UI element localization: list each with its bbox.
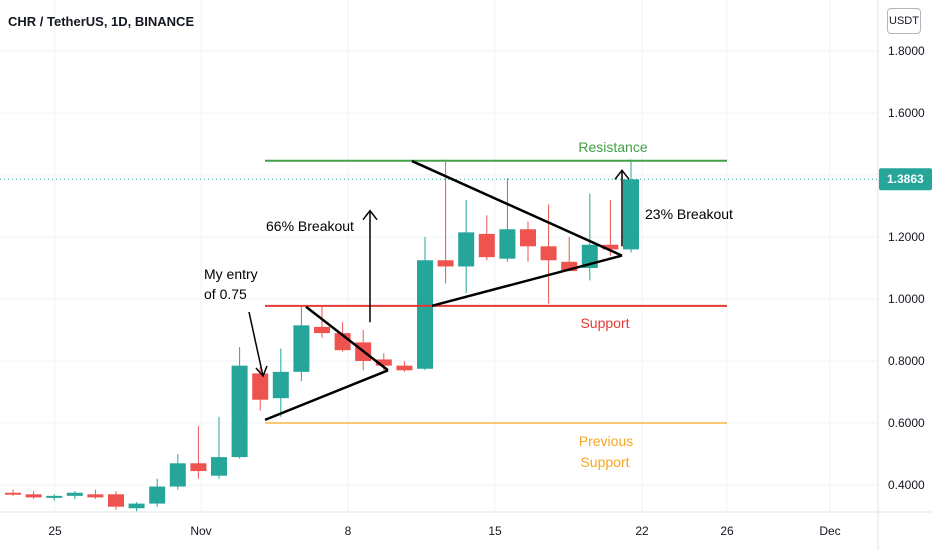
time-tick-label: Nov [190,524,211,538]
candle-body [293,325,310,372]
candle-body [417,260,433,369]
candle-body [478,233,495,258]
triangle-line [411,159,623,257]
time-tick-label: 8 [345,524,352,538]
breakout1-arrow-head [362,209,378,221]
candle-body [272,371,289,399]
candles [5,159,639,512]
previous-support-label-line1: Previous [579,433,633,449]
entry-label-line1: My entry [204,266,258,282]
price-tick-label: 1.6000 [888,106,925,120]
price-axis[interactable]: 1.80001.60001.40001.20001.00000.80000.60… [879,44,932,492]
breakout1-label: 66% Breakout [266,218,354,234]
price-tick-label: 1.2000 [888,230,925,244]
candle-body [231,365,248,458]
drawings [248,159,727,424]
triangle-line [305,305,389,372]
annotation-labels: Resistance Support Previous Support 66% Brea… [204,139,733,470]
entry-arrow-head [255,365,268,378]
candle-body [5,492,21,495]
price-tick-label: 1.8000 [888,44,925,58]
candle-body [520,229,536,247]
candle-body [499,229,516,259]
entry-arrow [248,311,264,377]
candle-body [458,232,475,267]
candle-body [169,463,186,487]
unit-selector[interactable]: USDT [887,8,921,34]
current-price-label: 1.3863 [887,172,924,186]
time-axis[interactable]: 25 Nov 8 15 22 26 Dec [48,524,840,538]
resistance-label: Resistance [578,139,647,155]
price-tick-label: 0.4000 [888,478,925,492]
candle-body [66,492,83,496]
candle-body [46,495,63,498]
current-price-tag [879,168,932,191]
candle-body [396,365,413,371]
candle-body [87,494,104,498]
candle-body [540,246,557,261]
candle-body [623,179,639,250]
candle-body [25,494,42,498]
breakout2-label: 23% Breakout [645,206,733,222]
support-label: Support [580,315,629,331]
time-tick-label: 15 [488,524,502,538]
candle-body [128,503,145,509]
candle-body [108,494,124,507]
time-tick-label: Dec [819,524,840,538]
time-tick-label: 25 [48,524,62,538]
candle-body [561,261,578,272]
price-tick-label: 0.6000 [888,416,925,430]
price-tick-label: 0.8000 [888,354,925,368]
triangle-line [431,254,623,308]
breakout2-arrow-head [614,169,630,180]
chart-title: CHR / TetherUS, 1D, BINANCE [8,14,195,29]
previous-support-label-line2: Support [580,454,629,470]
candle-body [211,457,227,476]
triangle-line [264,369,389,422]
entry-label-line2: of 0.75 [204,286,247,302]
candle-body [314,326,330,334]
candle-body [602,244,619,250]
candle-body [437,260,454,267]
candle-body [252,373,269,400]
candle-body [375,359,392,366]
candle-body [190,463,207,472]
price-tick-label: 1.0000 [888,292,925,306]
time-tick-label: 22 [635,524,649,538]
candle-body [149,486,166,504]
time-tick-label: 26 [720,524,734,538]
